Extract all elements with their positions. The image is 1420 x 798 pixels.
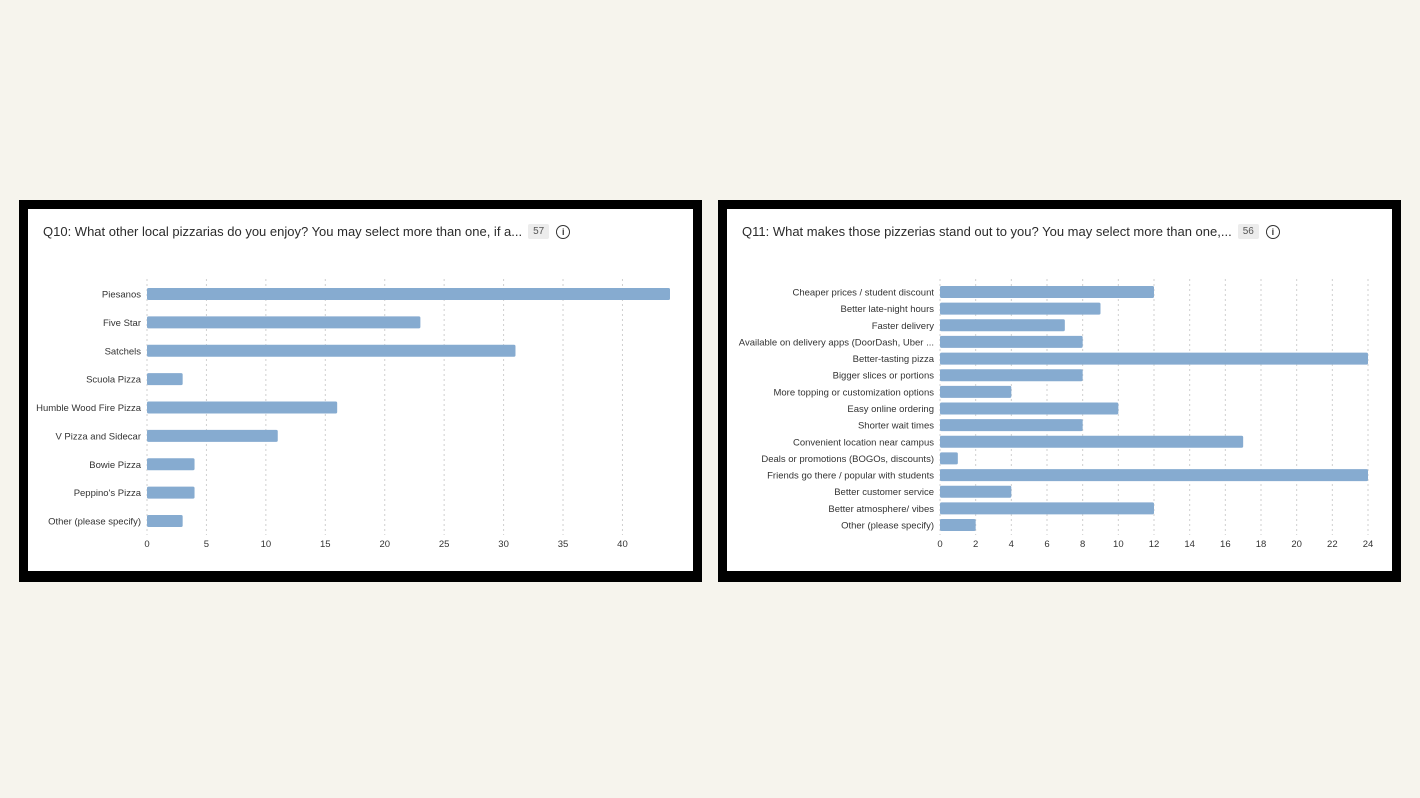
question-title: Q10: What other local pizzarias do you e…	[43, 224, 571, 239]
x-tick-label: 40	[617, 539, 628, 550]
bar[interactable]	[940, 302, 1101, 315]
bar[interactable]	[147, 401, 338, 414]
category-label: More topping or customization options	[773, 387, 934, 398]
bar[interactable]	[940, 452, 958, 465]
bar-chart-q10: 0 5 10 15 20 25 30 35 40 Piesanos Five Star Satchel…	[36, 279, 670, 550]
bar[interactable]	[940, 385, 1012, 398]
category-label: Five Star	[103, 318, 141, 329]
category-label: Shorter wait times	[858, 421, 934, 432]
x-tick-label: 6	[1044, 539, 1049, 550]
bar[interactable]	[940, 419, 1083, 432]
bar[interactable]	[940, 519, 976, 531]
x-tick-label: 15	[320, 539, 331, 550]
bar[interactable]	[940, 502, 1154, 515]
bar[interactable]	[940, 369, 1083, 382]
chart-panel-q11: Q11: What makes those pizzerias stand ou…	[718, 200, 1401, 582]
bar[interactable]	[147, 344, 516, 357]
category-label: Better atmosphere/ vibes	[828, 504, 934, 515]
category-label: Satchels	[105, 346, 142, 357]
category-label: Other (please specify)	[841, 521, 934, 532]
bar[interactable]	[147, 429, 278, 442]
x-tick-label: 0	[144, 539, 149, 550]
question-title-text: Q11: What makes those pizzerias stand ou…	[742, 224, 1232, 239]
category-label: Better late-night hours	[841, 304, 935, 315]
category-label: Piesanos	[102, 290, 141, 301]
question-title: Q11: What makes those pizzerias stand ou…	[742, 224, 1280, 239]
category-label: Better customer service	[834, 487, 934, 498]
x-tick-label: 30	[498, 539, 509, 550]
x-tick-label: 20	[379, 539, 390, 550]
question-title-text: Q10: What other local pizzarias do you e…	[43, 224, 523, 239]
chart-card: Q10: What other local pizzarias do you e…	[28, 209, 693, 571]
info-icon[interactable]: i	[1265, 224, 1280, 239]
x-tick-label: 4	[1009, 539, 1014, 550]
x-tick-label: 18	[1256, 539, 1267, 550]
x-tick-label: 0	[937, 539, 942, 550]
category-label: Friends go there / popular with students	[767, 471, 934, 482]
x-tick-label: 16	[1220, 539, 1231, 550]
bar[interactable]	[940, 435, 1244, 448]
x-tick-label: 8	[1080, 539, 1085, 550]
category-label: Easy online ordering	[847, 404, 934, 415]
x-tick-label: 10	[1113, 539, 1124, 550]
x-tick-label: 24	[1363, 539, 1374, 550]
bar[interactable]	[147, 458, 195, 471]
x-tick-label: 12	[1149, 539, 1160, 550]
category-label: Humble Wood Fire Pizza	[36, 403, 142, 414]
response-count-badge: 57	[528, 224, 550, 239]
info-icon[interactable]: i	[556, 224, 571, 239]
bar[interactable]	[940, 286, 1154, 298]
x-tick-label: 14	[1184, 539, 1195, 550]
category-label: Bigger slices or portions	[833, 371, 935, 382]
category-label: Other (please specify)	[48, 517, 141, 528]
x-tick-label: 2	[973, 539, 978, 550]
category-label: Better-tasting pizza	[853, 354, 935, 365]
category-label: Bowie Pizza	[89, 460, 141, 471]
chart-card: Q11: What makes those pizzerias stand ou…	[727, 209, 1392, 571]
category-label: Cheaper prices / student discount	[792, 288, 934, 299]
bar[interactable]	[940, 402, 1119, 415]
bar[interactable]	[940, 485, 1012, 498]
category-label: Convenient location near campus	[793, 437, 934, 448]
category-label: V Pizza and Sidecar	[55, 431, 141, 442]
bar[interactable]	[940, 335, 1083, 348]
bar[interactable]	[147, 316, 421, 329]
bar[interactable]	[940, 319, 1065, 332]
bar[interactable]	[940, 352, 1368, 365]
category-label: Available on delivery apps (DoorDash, Ub…	[739, 337, 934, 348]
category-label: Deals or promotions (BOGOs, discounts)	[761, 454, 934, 465]
x-tick-label: 25	[439, 539, 450, 550]
bar[interactable]	[147, 373, 183, 386]
x-tick-label: 22	[1327, 539, 1338, 550]
bar[interactable]	[147, 515, 183, 527]
bar[interactable]	[940, 469, 1368, 482]
response-count-badge: 56	[1237, 224, 1259, 239]
chart-panel-q10: Q10: What other local pizzarias do you e…	[19, 200, 702, 582]
x-tick-label: 20	[1291, 539, 1302, 550]
x-tick-label: 35	[558, 539, 569, 550]
category-label: Faster delivery	[872, 321, 935, 332]
x-tick-label: 10	[261, 539, 272, 550]
category-label: Scuola Pizza	[86, 375, 142, 386]
bar[interactable]	[147, 288, 670, 300]
bar[interactable]	[147, 486, 195, 499]
x-tick-label: 5	[204, 539, 209, 550]
category-label: Peppino's Pizza	[74, 488, 142, 499]
